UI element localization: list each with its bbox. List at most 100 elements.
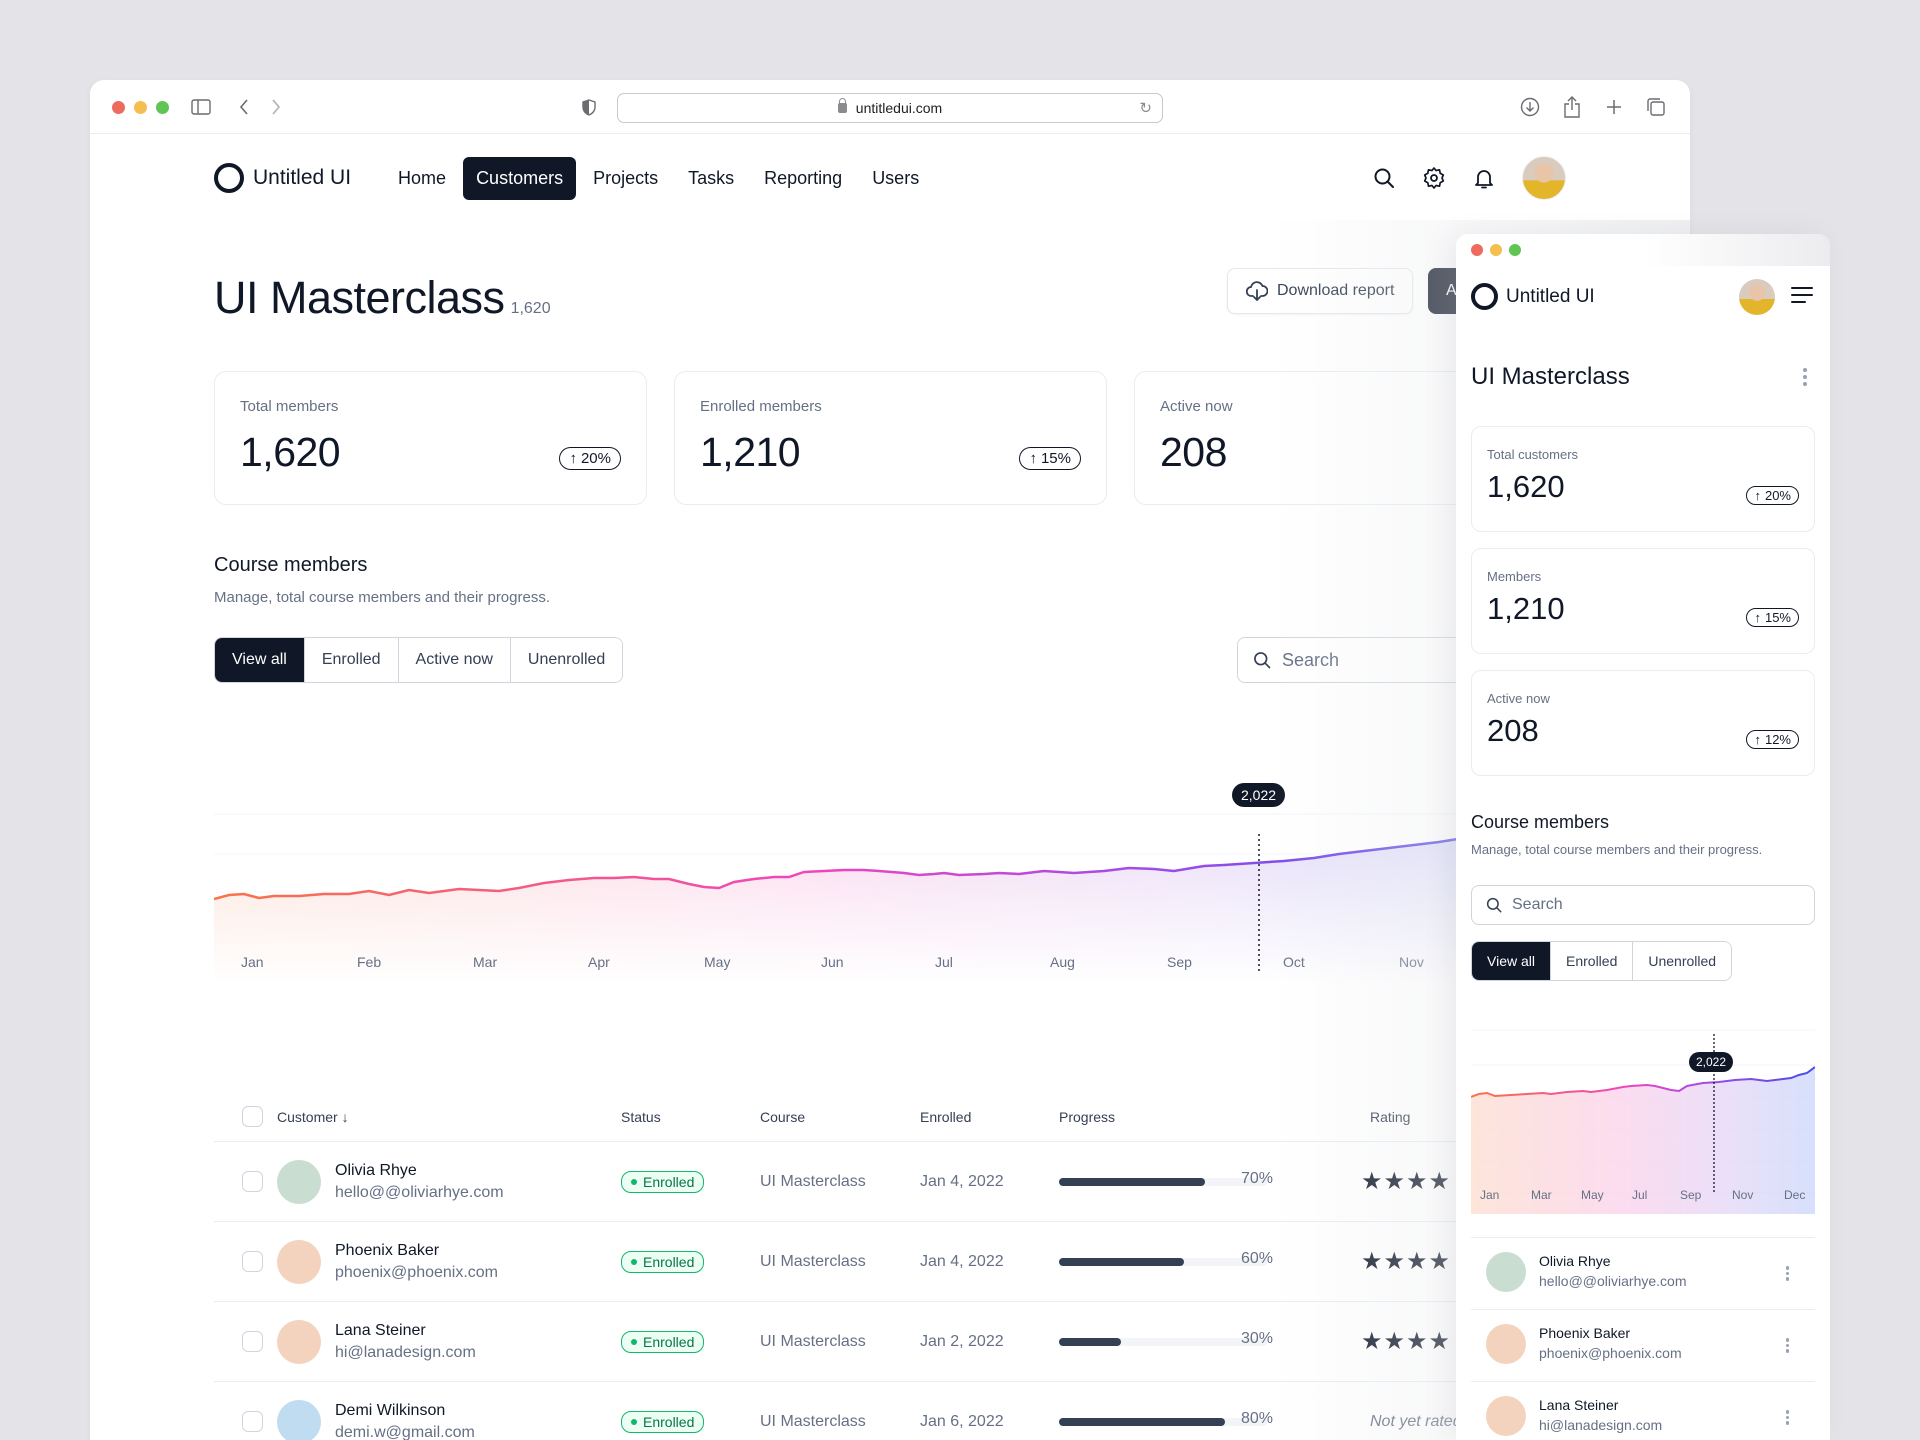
course-cell: UI Masterclass	[760, 1172, 866, 1190]
arrow-up-icon: ↑	[1754, 732, 1761, 747]
nav-actions	[1372, 154, 1566, 202]
row-checkbox[interactable]	[242, 1331, 263, 1352]
downloads-icon[interactable]	[1519, 96, 1541, 118]
minimize-window-button[interactable]	[134, 101, 147, 114]
browser-window: untitledui.com ↻ Untitled UI Home Custom…	[90, 80, 1690, 1440]
row-checkbox[interactable]	[242, 1251, 263, 1272]
row-more-icon[interactable]	[1785, 1338, 1789, 1353]
search-icon[interactable]	[1372, 166, 1396, 190]
x-tick: Jan	[241, 954, 264, 970]
member-email: phoenix@phoenix.com	[1539, 1345, 1682, 1361]
traffic-lights	[112, 101, 169, 114]
table-header: Customer ↓ Status Course Enrolled Progre…	[214, 1092, 1574, 1142]
table-row[interactable]: Demi Wilkinson demi.w@gmail.com Enrolled …	[214, 1382, 1574, 1440]
row-checkbox[interactable]	[242, 1411, 263, 1432]
new-tab-icon[interactable]	[1603, 96, 1625, 118]
sidebar-toggle-icon[interactable]	[190, 96, 212, 118]
address-bar[interactable]: untitledui.com ↻	[617, 93, 1163, 123]
reload-icon[interactable]: ↻	[1139, 100, 1152, 117]
change-value: 20%	[1764, 488, 1791, 503]
forward-icon[interactable]	[265, 96, 287, 118]
mobile-stat-active-now: Active now 208 ↑ 12%	[1471, 670, 1815, 776]
avatar	[277, 1239, 321, 1284]
status-text: Enrolled	[643, 1333, 695, 1350]
back-icon[interactable]	[233, 96, 255, 118]
change-value: 12%	[1764, 732, 1791, 747]
status-text: Enrolled	[643, 1173, 695, 1190]
x-tick: Aug	[1050, 954, 1075, 970]
table-row[interactable]: Phoenix Baker phoenix@phoenix.com Enrolle…	[214, 1222, 1574, 1302]
bell-icon[interactable]	[1472, 166, 1496, 190]
filter-view-all[interactable]: View all	[215, 638, 305, 682]
header-progress: Progress	[1059, 1108, 1116, 1125]
share-icon[interactable]	[1561, 96, 1583, 118]
privacy-shield-icon[interactable]	[578, 96, 600, 118]
stat-label: Active now	[1487, 691, 1550, 706]
user-avatar[interactable]	[1522, 156, 1566, 200]
filter-tabs: View all Enrolled Active now Unenrolled	[214, 637, 624, 683]
search-icon	[1486, 897, 1502, 913]
mobile-brand-logo[interactable]: Untitled UI	[1471, 283, 1595, 310]
tab-overview-icon[interactable]	[1645, 96, 1667, 118]
list-item[interactable]: Phoenix Baker phoenix@phoenix.com	[1471, 1309, 1815, 1381]
x-tick: May	[1581, 1188, 1604, 1202]
customer-name: Phoenix Baker	[335, 1241, 440, 1259]
maximize-window-button[interactable]	[156, 101, 169, 114]
rating-not-rated: Not yet rated	[1370, 1412, 1462, 1430]
filter-active-now[interactable]: Active now	[398, 638, 511, 682]
filter-enrolled[interactable]: Enrolled	[1551, 942, 1634, 980]
status-dot-icon	[631, 1178, 637, 1185]
nav-item-projects[interactable]: Projects	[593, 167, 659, 188]
arrow-up-icon: ↑	[1754, 610, 1761, 625]
close-window-button[interactable]	[1471, 244, 1483, 256]
table-row[interactable]: Lana Steiner hi@lanadesign.com Enrolled U…	[214, 1302, 1574, 1382]
progress-fill	[1059, 1417, 1226, 1426]
url-text: untitledui.com	[855, 100, 943, 116]
customer-cell: Demi Wilkinson demi.w@gmail.com	[335, 1402, 475, 1440]
stat-label: Total customers	[1487, 447, 1579, 462]
table-row[interactable]: Olivia Rhye hello@@oliviarhye.com Enrolle…	[214, 1142, 1574, 1222]
nav-item-tasks[interactable]: Tasks	[688, 167, 735, 188]
hamburger-menu-icon[interactable]	[1791, 287, 1813, 308]
enrolled-date: Jan 6, 2022	[920, 1412, 1004, 1430]
mobile-section-title: Course members	[1471, 812, 1610, 832]
mobile-search-input[interactable]: Search	[1471, 885, 1815, 925]
select-all-checkbox[interactable]	[242, 1106, 263, 1127]
customer-cell: Lana Steiner hi@lanadesign.com	[335, 1322, 476, 1362]
progress-fill	[1059, 1337, 1122, 1346]
status-badge: Enrolled	[621, 1330, 705, 1353]
customer-email: hello@@oliviarhye.com	[335, 1183, 504, 1201]
member-count: 1,620	[510, 300, 551, 317]
download-report-button[interactable]: Download report	[1227, 268, 1414, 314]
course-cell: UI Masterclass	[760, 1332, 866, 1350]
row-checkbox[interactable]	[242, 1171, 263, 1192]
filter-enrolled[interactable]: Enrolled	[304, 638, 399, 682]
mobile-user-avatar[interactable]	[1739, 279, 1775, 315]
filter-unenrolled[interactable]: Unenrolled	[1633, 942, 1732, 980]
nav-item-home[interactable]: Home	[398, 167, 447, 188]
filter-view-all[interactable]: View all	[1472, 942, 1551, 980]
header-course: Course	[760, 1108, 806, 1125]
list-item[interactable]: Olivia Rhye hello@@oliviarhye.com	[1471, 1237, 1815, 1309]
row-more-icon[interactable]	[1785, 1410, 1789, 1425]
maximize-window-button[interactable]	[1509, 244, 1521, 256]
close-window-button[interactable]	[112, 101, 125, 114]
mobile-preview-window: Untitled UI UI Masterclass Total custome…	[1456, 234, 1830, 1440]
more-options-icon[interactable]	[1803, 368, 1807, 386]
nav-item-reporting[interactable]: Reporting	[764, 167, 843, 188]
brand-logo[interactable]: Untitled UI	[214, 163, 351, 193]
row-more-icon[interactable]	[1785, 1266, 1789, 1281]
change-badge: ↑ 20%	[1746, 486, 1799, 505]
page-title-text: UI Masterclass	[214, 272, 505, 323]
status-text: Enrolled	[643, 1413, 695, 1430]
customer-cell: Phoenix Baker phoenix@phoenix.com	[335, 1242, 498, 1282]
list-item[interactable]: Lana Steiner hi@lanadesign.com	[1471, 1381, 1815, 1440]
nav-item-users[interactable]: Users	[872, 167, 920, 188]
filter-unenrolled[interactable]: Unenrolled	[510, 638, 623, 682]
nav-item-customers[interactable]: Customers	[463, 156, 577, 200]
sort-customer-header[interactable]: Customer ↓	[277, 1109, 349, 1125]
stat-value: 208	[1487, 713, 1539, 748]
stat-value: 1,620	[1487, 469, 1565, 504]
minimize-window-button[interactable]	[1490, 244, 1502, 256]
gear-icon[interactable]	[1422, 166, 1446, 190]
